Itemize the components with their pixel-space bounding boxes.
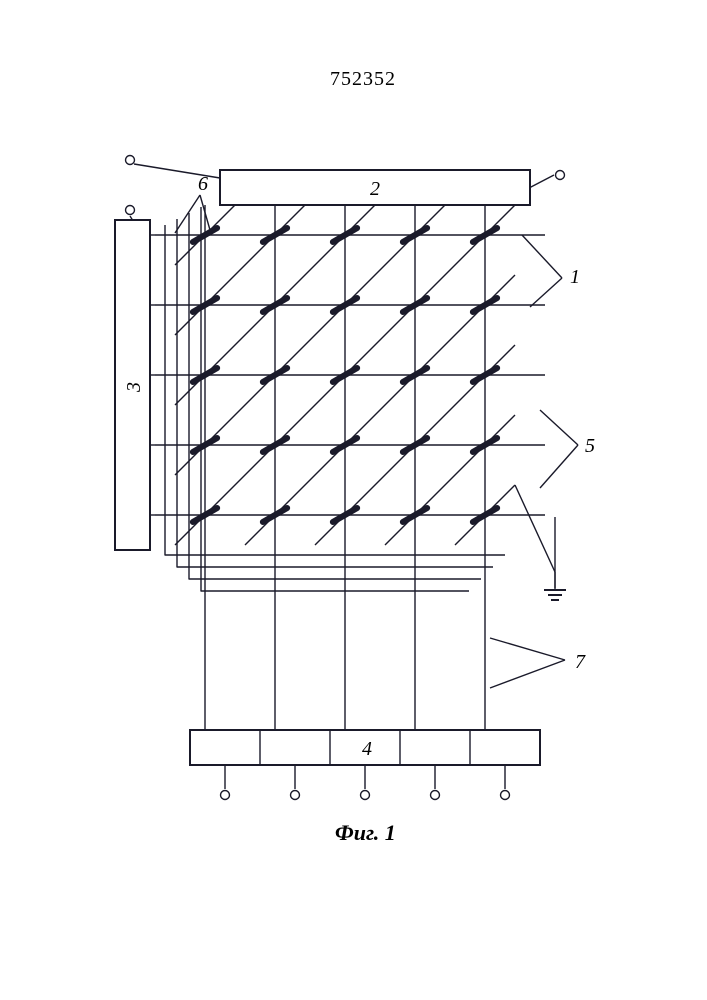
terminal-icon [291, 791, 300, 800]
callout-1: 1 [522, 235, 580, 307]
terminal-icon [126, 206, 135, 215]
figure-caption: Фиг. 1 [335, 820, 396, 845]
label-2: 2 [370, 178, 380, 200]
terminal-icon [221, 791, 230, 800]
diagonal-routing [165, 207, 505, 591]
terminal-icon [431, 791, 440, 800]
callout-7: 7 [490, 638, 586, 688]
label-4: 4 [362, 738, 372, 760]
terminal-icon [501, 791, 510, 800]
diagonal-sense-lines [175, 205, 555, 588]
terminal-icon [361, 791, 370, 800]
patent-figure: 752352 2 3 4 6 1 5 7 Фиг. 1 [0, 0, 707, 1000]
label-3: 3 [123, 382, 145, 393]
svg-text:5: 5 [585, 435, 595, 457]
svg-text:1: 1 [570, 266, 580, 288]
svg-text:7: 7 [575, 651, 586, 673]
svg-text:6: 6 [198, 173, 208, 195]
callout-5: 5 [540, 410, 595, 488]
ground-symbol [544, 572, 566, 600]
terminal-icon [556, 171, 565, 180]
patent-number: 752352 [330, 68, 396, 90]
